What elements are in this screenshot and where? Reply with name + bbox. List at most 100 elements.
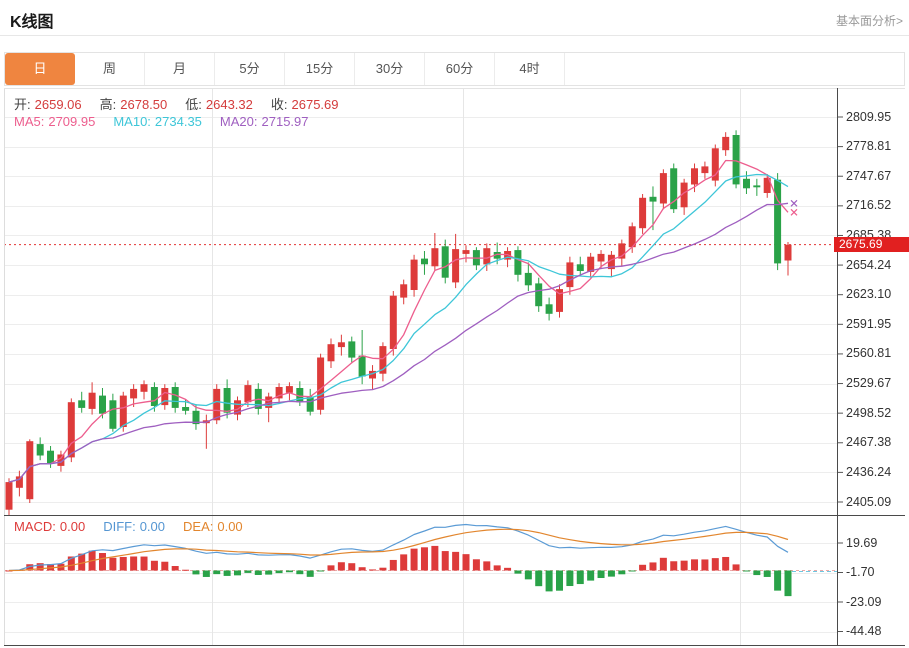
macd-bar: [742, 570, 750, 572]
macd-bar: [711, 558, 719, 571]
candle-body: [327, 344, 335, 362]
macd-bar: [483, 561, 491, 571]
macd-bar: [389, 559, 397, 571]
macd-bar: [223, 570, 231, 576]
macd-bar: [327, 565, 335, 571]
macd-bar: [67, 556, 75, 571]
candle-body: [119, 395, 127, 427]
macd-bar: [5, 570, 13, 572]
candles-group: [5, 130, 792, 516]
macd-bar: [150, 560, 158, 571]
macd-bar: [265, 570, 273, 575]
candle-body: [296, 388, 304, 403]
candle-body: [576, 264, 584, 271]
dea-line: [8, 528, 789, 572]
macd-bar: [722, 556, 730, 571]
macd-bar: [670, 561, 678, 571]
macd-bar: [753, 570, 761, 576]
macd-bar: [244, 570, 252, 573]
candle-body: [763, 177, 771, 193]
macd-bar: [296, 570, 304, 575]
macd-bar: [535, 570, 543, 587]
macd-bar: [566, 570, 574, 587]
macd-legend: MACD: 0.00 DIFF: 0.00 DEA: 0.00: [14, 519, 261, 534]
price-axis-label: -1.70: [846, 565, 875, 579]
price-axis-label: 2405.09: [846, 494, 892, 509]
macd-bar: [774, 570, 782, 591]
candle-body: [680, 182, 688, 208]
timeframe-tab-3[interactable]: 5分: [215, 53, 285, 85]
macd-bar: [732, 564, 740, 571]
price-axis-label: 2467.38: [846, 435, 892, 450]
candle-body: [784, 244, 792, 261]
macd-bar: [431, 545, 439, 571]
ma5-line: [8, 159, 789, 483]
macd-bar: [763, 570, 771, 577]
candle-body: [524, 272, 532, 286]
macd-bar: [400, 554, 408, 571]
macd-bar: [659, 557, 667, 571]
macd-bar: [607, 570, 615, 577]
candle-body: [462, 250, 470, 254]
candle-body: [514, 250, 522, 275]
macd-bar: [452, 551, 460, 571]
legend-item: MACD: 0.00: [14, 519, 86, 534]
legend-item: DEA: 0.00: [183, 519, 243, 534]
macd-bar: [524, 570, 532, 580]
candle-body: [701, 166, 709, 174]
candle-body: [732, 135, 740, 185]
legend-item: 低: 2643.32: [185, 97, 253, 112]
ma10-line: [8, 173, 789, 483]
macd-bar: [545, 570, 553, 592]
timeframe-tab-2[interactable]: 月: [145, 53, 215, 85]
candle-body: [130, 388, 138, 399]
candle-body: [369, 370, 376, 379]
candle-body: [109, 400, 117, 429]
candle-body: [171, 387, 179, 408]
price-axis-label: 2436.24: [846, 464, 892, 479]
candle-body: [358, 355, 366, 377]
price-axis-label: 2654.24: [846, 257, 892, 272]
macd-bar: [348, 563, 356, 571]
macd-bar: [472, 559, 480, 571]
macd-bar: [420, 547, 428, 571]
candle-body: [57, 454, 65, 466]
candle-body: [47, 450, 54, 464]
page-title: K线图: [10, 14, 54, 31]
macd-bar: [649, 562, 657, 571]
candle-body: [67, 402, 75, 458]
macd-bar: [317, 570, 325, 572]
candle-body: [483, 248, 491, 265]
candle-body: [421, 258, 428, 265]
macd-bar: [462, 554, 470, 571]
candle-body: [15, 476, 23, 488]
macd-bar: [182, 569, 190, 571]
timeframe-tab-7[interactable]: 4时: [495, 53, 565, 85]
timeframe-tab-6[interactable]: 60分: [425, 53, 495, 85]
candle-body: [213, 388, 221, 421]
timeframe-tab-5[interactable]: 30分: [355, 53, 425, 85]
candle-body: [597, 253, 605, 262]
candle-body: [337, 342, 345, 348]
candle-body: [78, 400, 86, 408]
macd-bar: [618, 570, 626, 575]
macd-bar: [202, 570, 210, 577]
diff-line: [8, 523, 789, 572]
candle-body: [182, 407, 190, 411]
timeframe-tab-4[interactable]: 15分: [285, 53, 355, 85]
timeframe-tab-1[interactable]: 周: [75, 53, 145, 85]
macd-bar: [369, 569, 377, 571]
price-axis-label: 2498.52: [846, 405, 892, 420]
macd-bar: [493, 565, 501, 571]
price-axis-label: 2560.81: [846, 346, 892, 361]
legend-item: DIFF: 0.00: [103, 519, 166, 534]
fundamental-analysis-link[interactable]: 基本面分析>: [835, 14, 903, 28]
candle-body: [441, 246, 449, 278]
timeframe-tab-0[interactable]: 日: [5, 53, 75, 85]
candle-body: [659, 173, 667, 204]
timeframe-tabbar: 日周月 5分 15分 30分 60分 4时: [4, 52, 905, 86]
price-axis-label: 2529.67: [846, 376, 892, 391]
ma-end-marker: [790, 208, 798, 216]
macd-bar: [784, 570, 792, 597]
